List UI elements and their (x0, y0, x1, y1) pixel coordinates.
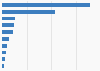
Bar (2, 51, 6, 54)
Bar (2, 64, 4, 68)
Bar (2, 3, 90, 7)
Bar (2, 58, 5, 61)
Bar (2, 37, 9, 41)
Bar (2, 44, 7, 48)
Bar (2, 17, 15, 20)
Bar (2, 23, 14, 27)
Bar (2, 10, 55, 13)
Bar (2, 30, 13, 34)
